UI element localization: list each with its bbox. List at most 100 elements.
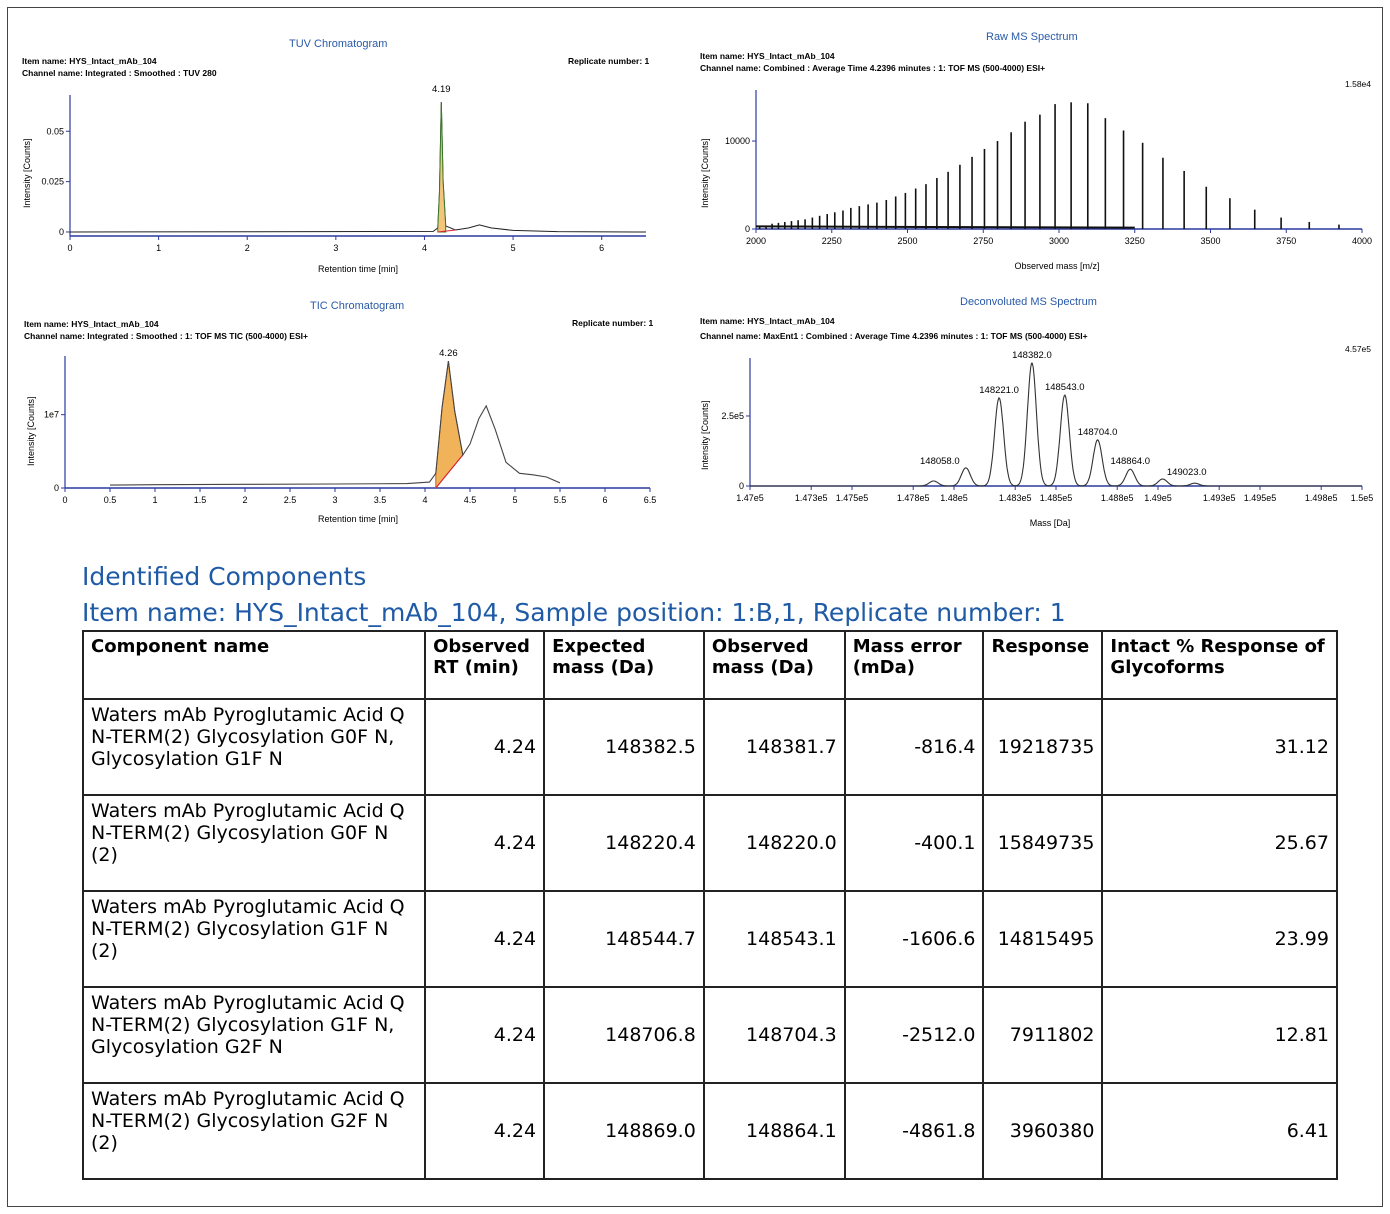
deconv-peak-label: 148221.0 (979, 385, 1019, 396)
tic-replicate: Replicate number: 1 (572, 318, 654, 328)
col-header: Component name (81, 630, 427, 700)
tuv-xlabel: Retention time [min] (317, 264, 399, 274)
tuv-x-tick-label: 0 (67, 243, 72, 253)
table-cell: 15849735 (982, 794, 1104, 892)
col-header: Mass error (mDa) (843, 630, 985, 700)
raw-ms-item-name: Item name: HYS_Intact_mAb_104 (700, 51, 835, 61)
table-row: Waters mAb Pyroglutamic Acid Q N-TERM(2)… (81, 986, 1338, 1084)
deconv-peak-label: 148864.0 (1110, 456, 1150, 467)
deconv-x-tick-label: 1.493e5 (1203, 493, 1236, 503)
tuv-x-tick-label: 3 (333, 243, 338, 253)
deconv-x-tick-label: 1.483e5 (999, 493, 1032, 503)
deconv-x-tick-label: 1.5e5 (1351, 493, 1374, 503)
tic-x-tick-label: 0 (62, 495, 67, 505)
tic-baseline-marker (435, 454, 464, 489)
components-heading: Identified Components (82, 562, 367, 591)
col-header: Response (982, 630, 1104, 700)
deconv-peak-label: 148543.0 (1045, 382, 1085, 393)
table-cell: -1606.6 (843, 890, 985, 988)
table-cell: 4.24 (424, 698, 546, 796)
tuv-item-name: Item name: HYS_Intact_mAb_104 (22, 56, 157, 66)
table-cell: 4.24 (424, 1082, 546, 1180)
tuv-peak-label: 4.19 (432, 84, 451, 95)
table-cell: 19218735 (982, 698, 1104, 796)
deconv-title: Deconvoluted MS Spectrum (960, 296, 1097, 308)
table-cell: 148704.3 (702, 986, 846, 1084)
tic-x-tick-label: 5.5 (554, 495, 567, 505)
table-cell: 148706.8 (543, 986, 705, 1084)
deconv-x-tick-label: 1.475e5 (836, 493, 869, 503)
deconv-trace (750, 362, 1362, 487)
table-cell: -4861.8 (843, 1082, 985, 1180)
table-cell: -816.4 (843, 698, 985, 796)
tic-channel-name: Channel name: Integrated : Smoothed : 1:… (24, 331, 308, 341)
deconv-channel-name: Channel name: MaxEnt1 : Combined : Avera… (700, 331, 1088, 341)
table-cell: 148544.7 (543, 890, 705, 988)
col-header: Observed mass (Da) (702, 630, 846, 700)
table-cell: 4.24 (424, 986, 546, 1084)
table-cell: 25.67 (1101, 794, 1338, 892)
deconv-x-tick-label: 1.495e5 (1244, 493, 1277, 503)
tic-x-tick-label: 3.5 (374, 495, 387, 505)
table-cell: 148220.0 (702, 794, 846, 892)
table-cell: 148864.1 (702, 1082, 846, 1180)
deconv-x-tick-label: 1.498e5 (1305, 493, 1338, 503)
tuv-baseline-marker (437, 229, 456, 233)
components-subheading: Item name: HYS_Intact_mAb_104, Sample po… (82, 598, 1066, 627)
tic-x-tick-label: 2.5 (284, 495, 297, 505)
tuv-y-tick-label: 0.025 (41, 177, 64, 187)
deconv-peak-label: 149023.0 (1167, 467, 1207, 478)
component-name-cell: Waters mAb Pyroglutamic Acid Q N-TERM(2)… (81, 890, 427, 988)
raw-ms-x-tick-label: 3750 (1276, 236, 1296, 246)
tic-y-tick-label: 1e7 (44, 410, 59, 420)
tic-xlabel: Retention time [min] (317, 514, 399, 524)
deconv-x-tick-label: 1.47e5 (736, 493, 764, 503)
tic-plot: 0 0.5 1 1.5 2 2.5 3 3.5 4 4.5 5 5.5 6 6.5 0 1e7 4.26 (44, 348, 657, 505)
raw-ms-x-tick-label: 3000 (1049, 236, 1069, 246)
deconv-x-tick-label: 1.478e5 (897, 493, 930, 503)
raw-ms-x-tick-label: 4000 (1352, 236, 1372, 246)
raw-ms-scale: 1.58e4 (1345, 79, 1371, 89)
deconv-item-name: Item name: HYS_Intact_mAb_104 (700, 316, 835, 326)
deconv-xlabel: Mass [Da] (1029, 518, 1071, 528)
raw-ms-y-tick-label: 0 (745, 224, 750, 234)
table-cell: -400.1 (843, 794, 985, 892)
deconv-y-tick-label: 2.5e5 (721, 411, 744, 421)
tic-x-tick-label: 6 (602, 495, 607, 505)
table-cell: 23.99 (1101, 890, 1338, 988)
table-cell: 4.24 (424, 794, 546, 892)
deconv-peak-label: 148382.0 (1012, 350, 1052, 361)
tuv-x-tick-label: 2 (245, 243, 250, 253)
tuv-x-tick-label: 1 (156, 243, 161, 253)
tic-x-tick-label: 3 (332, 495, 337, 505)
raw-ms-x-tick-label: 3250 (1125, 236, 1145, 246)
raw-ms-title: Raw MS Spectrum (986, 31, 1078, 43)
raw-ms-x-tick-label: 2750 (973, 236, 993, 246)
tic-x-tick-label: 6.5 (644, 495, 657, 505)
tic-title: TIC Chromatogram (310, 300, 405, 312)
tic-x-tick-label: 1.5 (194, 495, 207, 505)
table-cell: 3960380 (982, 1082, 1104, 1180)
raw-ms-xlabel: Observed mass [m/z] (1014, 261, 1100, 271)
col-header: Expected mass (Da) (543, 630, 705, 700)
tuv-y-tick-label: 0.05 (46, 126, 64, 136)
tic-x-tick-label: 2 (242, 495, 247, 505)
tic-x-tick-label: 5 (512, 495, 517, 505)
col-header: Intact % Response of Glycoforms (1101, 630, 1338, 700)
table-cell: 148220.4 (543, 794, 705, 892)
tic-x-tick-label: 1 (152, 495, 157, 505)
table-cell: 148382.5 (543, 698, 705, 796)
table-cell: 148543.1 (702, 890, 846, 988)
table-cell: 31.12 (1101, 698, 1338, 796)
deconv-scale: 4.57e5 (1345, 344, 1371, 354)
deconv-plot: 1.47e5 1.473e5 1.475e5 1.478e5 1.48e5 1.483e5… (721, 350, 1374, 503)
raw-ms-y-tick-label: 10000 (725, 136, 750, 146)
tic-y-tick-label: 0 (54, 483, 59, 493)
tuv-plot: 0 1 2 3 4 5 6 0 0.025 0.05 4.19 (41, 84, 647, 253)
tuv-replicate: Replicate number: 1 (568, 56, 650, 66)
tic-x-tick-label: 4.5 (464, 495, 477, 505)
raw-ms-x-tick-label: 2250 (822, 236, 842, 246)
table-cell: 7911802 (982, 986, 1104, 1084)
tic-x-tick-label: 4 (422, 495, 427, 505)
raw-ms-channel-name: Channel name: Combined : Average Time 4.… (700, 63, 1046, 73)
